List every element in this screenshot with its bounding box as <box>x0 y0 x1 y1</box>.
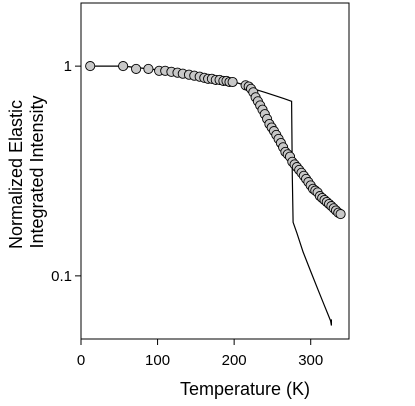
data-point <box>227 76 238 88</box>
series-points <box>85 61 346 220</box>
x-axis: 0 100 200 300 <box>77 339 323 369</box>
data-point <box>335 209 346 220</box>
y-tick-label: 0.1 <box>51 268 72 285</box>
series-line <box>90 65 332 326</box>
y-axis: 0.11 <box>51 58 81 285</box>
x-tick-label: 300 <box>298 352 323 369</box>
x-tick-label: 200 <box>222 352 247 369</box>
data-point <box>143 63 154 74</box>
y-axis-label-line-1: Normalized Elastic <box>6 100 26 249</box>
x-tick-label: 0 <box>77 352 85 369</box>
x-axis-label: Temperature (K) <box>180 379 310 399</box>
x-tick-label: 100 <box>145 352 170 369</box>
y-axis-label: Normalized Elastic Integrated Intensity <box>6 95 47 249</box>
y-tick-label: 1 <box>64 58 72 75</box>
data-point <box>118 61 129 72</box>
y-axis-label-line-2: Integrated Intensity <box>27 95 47 248</box>
plot-frame <box>80 2 350 340</box>
data-point <box>131 63 142 74</box>
data-point <box>85 61 96 72</box>
